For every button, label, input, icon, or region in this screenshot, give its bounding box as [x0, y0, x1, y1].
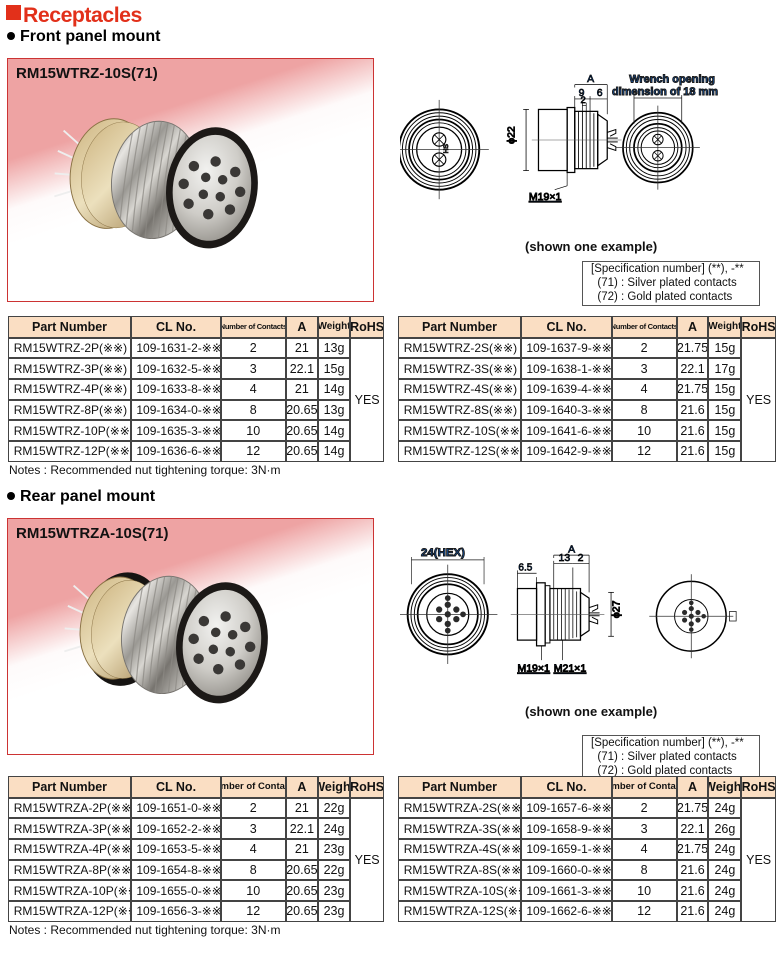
svg-text:M19×1: M19×1 — [517, 663, 550, 675]
svg-text:9: 9 — [579, 87, 585, 99]
svg-text:Wrench opening: Wrench opening — [629, 74, 715, 86]
svg-text:A: A — [587, 73, 594, 85]
svg-text:HS: HS — [443, 144, 450, 154]
svg-text:2: 2 — [578, 552, 584, 564]
svg-text:ϕ22: ϕ22 — [506, 126, 518, 144]
svg-text:ϕ27: ϕ27 — [611, 600, 623, 618]
svg-text:24(HEX): 24(HEX) — [421, 547, 465, 559]
svg-text:M19×1: M19×1 — [529, 191, 562, 203]
svg-text:6.5: 6.5 — [518, 562, 532, 573]
svg-text:M21×1: M21×1 — [554, 663, 587, 675]
svg-text:dimension of 18 mm: dimension of 18 mm — [612, 86, 718, 98]
svg-text:A: A — [568, 543, 575, 555]
svg-text:6: 6 — [597, 87, 603, 99]
